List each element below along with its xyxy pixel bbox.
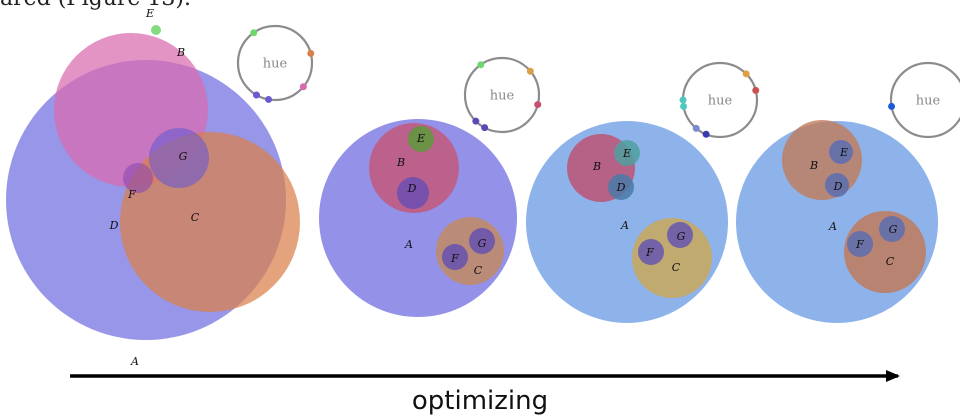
label-b: B — [592, 160, 601, 173]
hue-dot — [703, 131, 710, 138]
label-g: G — [889, 223, 898, 236]
hue-label: hue — [916, 94, 941, 109]
hue-label: hue — [263, 57, 288, 72]
hue-dot — [477, 61, 484, 68]
hue-dot — [743, 70, 750, 77]
label-g: G — [677, 230, 686, 243]
hue-dot — [481, 124, 488, 131]
circle-b — [782, 120, 862, 200]
label-d: D — [407, 182, 417, 195]
circle-e — [151, 25, 161, 35]
hue-dot — [250, 29, 257, 36]
label-d: D — [616, 181, 626, 194]
hue-label: hue — [708, 94, 733, 109]
hue-dot — [265, 96, 272, 103]
hue-dot — [300, 83, 307, 90]
label-c: C — [191, 211, 200, 224]
label-f: F — [645, 246, 654, 259]
hue-wheel-2: hue — [465, 58, 541, 132]
hue-dot — [307, 50, 314, 57]
hue-label: hue — [490, 89, 515, 104]
label-g: G — [179, 150, 188, 163]
label-e: E — [622, 147, 631, 160]
label-e: E — [416, 132, 425, 145]
hue-dot — [680, 97, 687, 104]
label-d: D — [109, 219, 119, 232]
label-f: F — [855, 238, 864, 251]
label-f: F — [127, 188, 136, 201]
label-c: C — [672, 261, 681, 274]
label-a: A — [828, 220, 837, 233]
label-g: G — [478, 237, 487, 250]
label-c: C — [886, 255, 895, 268]
hue-wheel-4: hue — [888, 63, 960, 137]
label-b: B — [809, 159, 818, 172]
hue-dot — [527, 68, 534, 75]
hue-dot — [888, 103, 895, 110]
hue-dot — [693, 125, 700, 132]
circle-c — [120, 132, 300, 312]
label-c: C — [474, 264, 483, 277]
panel-1: A B C D E F G — [6, 7, 300, 368]
label-d: D — [833, 180, 843, 193]
label-f: F — [450, 252, 459, 265]
hue-dot — [472, 118, 479, 125]
label-a: A — [404, 238, 413, 251]
hue-wheel-3: hue — [680, 63, 760, 138]
hue-wheels-layer: hue hue hue hue — [238, 26, 960, 138]
hue-dot — [253, 92, 260, 99]
panel-2: A B C D E F G — [319, 119, 517, 317]
hue-dot — [534, 101, 541, 108]
label-b: B — [176, 46, 185, 59]
axis-label: optimizing — [0, 386, 960, 416]
hue-wheel-1: hue — [238, 26, 314, 103]
label-e: E — [145, 7, 154, 20]
panel-4: A B C D E F G — [736, 120, 938, 323]
label-a: A — [620, 219, 629, 232]
hue-dot — [752, 87, 759, 94]
label-a: A — [130, 355, 139, 368]
panel-3: A B C D E F G — [526, 121, 728, 323]
panels-layer: A B C D E F G A B C D E F G A B C D E F G A B C D E F G — [6, 7, 938, 368]
hue-dot — [680, 103, 687, 110]
label-e: E — [839, 146, 848, 159]
label-b: B — [396, 156, 405, 169]
